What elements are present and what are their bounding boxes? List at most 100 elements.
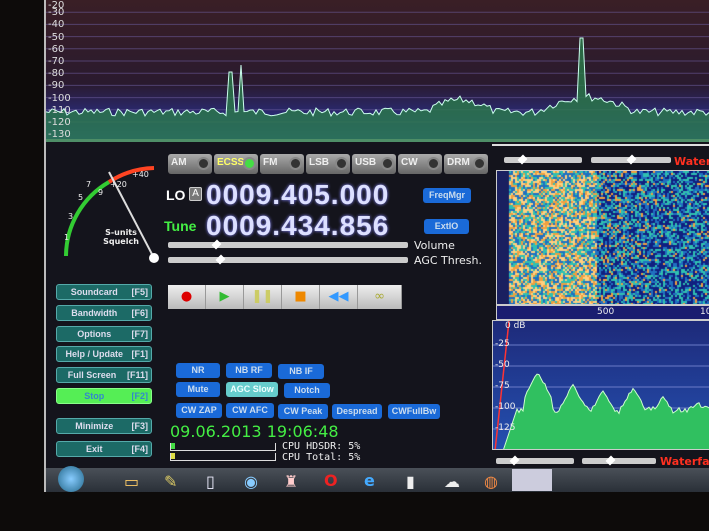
rf-spectrum-trace xyxy=(46,11,709,142)
db-label: -90 xyxy=(48,80,65,92)
volume-slider[interactable] xyxy=(168,239,408,250)
tick-9: 9 xyxy=(98,188,104,197)
loop-icon[interactable]: ∞ xyxy=(358,285,402,309)
dsp-notch-button[interactable]: Notch xyxy=(284,383,330,398)
audio-slider-2[interactable] xyxy=(582,455,656,466)
extio-button[interactable]: ExtIO xyxy=(424,219,469,234)
freqmgr-button[interactable]: FreqMgr xyxy=(423,188,471,203)
mode-led-icon xyxy=(427,157,440,170)
soundcard-button[interactable]: Soundcard [F5] xyxy=(56,284,152,300)
opera-icon[interactable]: O xyxy=(324,471,338,490)
audio-db-label: 0 dB xyxy=(505,321,526,331)
tick-plus20: +20 xyxy=(110,180,127,189)
lo-label: LO xyxy=(166,187,186,203)
db-label: -40 xyxy=(48,19,65,31)
dsp-cw-zap-button[interactable]: CW ZAP xyxy=(176,403,222,418)
waterfall-slider-2[interactable] xyxy=(591,154,671,165)
minimize-button[interactable]: Minimize [F3] xyxy=(56,418,152,434)
dsp-nb-if-button[interactable]: NB IF xyxy=(278,364,324,379)
mode-ecss[interactable]: ECSS xyxy=(214,154,258,174)
waterfall-label-top: Waterfall xyxy=(674,155,709,168)
mode-led-icon xyxy=(243,157,256,170)
transport-bar: ● ▶ ❚❚ ■ ◀◀ ∞ xyxy=(168,285,402,309)
volume-label: Volume xyxy=(414,239,455,252)
db-label: -120 xyxy=(48,117,71,128)
tick-3: 3 xyxy=(68,212,74,221)
scale-1000: 10 xyxy=(700,307,709,317)
tick-5: 5 xyxy=(78,193,84,202)
help-update-button[interactable]: Help / Update [F1] xyxy=(56,346,152,362)
agc-threshold-slider[interactable] xyxy=(168,254,408,265)
frequency-scale: 500 10 xyxy=(496,305,709,320)
s-meter-label: S-units Squelch xyxy=(103,228,139,246)
taskbar: ▭ ✎ ▯ ◉ ♜ O e ▮ ☁ ◍ xyxy=(46,466,709,492)
scale-500: 500 xyxy=(597,307,615,317)
dsp-cw-afc-button[interactable]: CW AFC xyxy=(226,403,274,418)
s-meter xyxy=(64,166,159,263)
mode-drm[interactable]: DRM xyxy=(444,154,488,174)
exit-button[interactable]: Exit [F4] xyxy=(56,441,152,457)
full-screen-button[interactable]: Full Screen [F11] xyxy=(56,367,152,383)
start-button[interactable] xyxy=(58,466,84,492)
dsp-cw-peak-button[interactable]: CW Peak xyxy=(278,404,328,419)
mode-cw[interactable]: CW xyxy=(398,154,442,174)
options-button[interactable]: Options [F7] xyxy=(56,326,152,342)
record-icon[interactable]: ● xyxy=(168,285,206,309)
mode-led-icon xyxy=(197,157,210,170)
cpu-total-bar xyxy=(170,453,276,461)
hdsdr-taskbar-icon[interactable] xyxy=(512,469,552,491)
dsp-despread-button[interactable]: Despread xyxy=(332,404,382,419)
document-icon[interactable]: ▯ xyxy=(206,472,215,491)
rocket-icon[interactable]: ♜ xyxy=(284,472,299,491)
cpu-total: CPU Total: 5% xyxy=(282,452,361,463)
waterfall-label-bottom: Waterfall xyxy=(660,455,709,468)
rf-spectrum[interactable]: -20 -30 -40 -50 -60 -70 -80 -90 -100 -110 -120 -130 xyxy=(46,0,709,142)
mode-led-icon xyxy=(289,157,302,170)
audio-slider-1[interactable] xyxy=(496,455,574,466)
dsp-cwfullbw-button[interactable]: CWFullBw xyxy=(388,404,440,419)
mode-fm[interactable]: FM xyxy=(260,154,304,174)
datetime: 09.06.2013 19:06:48 xyxy=(170,422,339,441)
ie-icon[interactable]: e xyxy=(364,471,375,490)
agc-threshold-label: AGC Thresh. xyxy=(414,254,482,267)
waterfall-display[interactable] xyxy=(496,170,709,305)
audio-db-label: -50 xyxy=(495,360,510,370)
mode-led-icon xyxy=(473,157,486,170)
rewind-icon[interactable]: ◀◀ xyxy=(320,285,358,309)
mode-lsb[interactable]: LSB xyxy=(306,154,350,174)
mode-led-icon xyxy=(335,157,348,170)
play-icon[interactable]: ▶ xyxy=(206,285,244,309)
chrome-icon[interactable]: ◍ xyxy=(484,472,498,491)
bandwidth-button[interactable]: Bandwidth [F6] xyxy=(56,305,152,321)
cpu-hdsdr-bar xyxy=(170,443,276,451)
audio-spectrum[interactable]: 0 dB -25 -50 -75 -100 -125 xyxy=(492,320,709,450)
mode-usb[interactable]: USB xyxy=(352,154,396,174)
tick-plus40: +40 xyxy=(132,170,149,179)
db-label: -130 xyxy=(48,129,71,141)
app-icon[interactable]: ✎ xyxy=(164,472,178,491)
db-label: -60 xyxy=(48,43,65,55)
hdsdr-window: -20 -30 -40 -50 -60 -70 -80 -90 -100 -110 -120 -130… xyxy=(44,0,709,492)
waterfall-slider-1[interactable] xyxy=(504,154,582,165)
db-label: -30 xyxy=(48,7,65,19)
stop-button[interactable]: Stop [F2] xyxy=(56,388,152,404)
tune-frequency[interactable]: 0009.434.856 xyxy=(206,210,390,241)
dsp-nb-rf-button[interactable]: NB RF xyxy=(226,363,272,378)
audio-db-label: -125 xyxy=(495,423,516,433)
mode-am[interactable]: AM xyxy=(168,154,212,174)
lo-frequency[interactable]: 0009.405.000 xyxy=(206,179,390,210)
dsp-mute-button[interactable]: Mute xyxy=(176,382,220,397)
explorer-icon[interactable]: ▭ xyxy=(124,472,140,491)
pause-icon[interactable]: ❚❚ xyxy=(244,285,282,309)
notes-icon[interactable]: ▮ xyxy=(406,472,415,491)
mode-led-icon xyxy=(381,157,394,170)
messenger-icon[interactable]: ◉ xyxy=(244,472,258,491)
cloud-icon[interactable]: ☁ xyxy=(444,472,460,491)
db-label: -50 xyxy=(48,31,65,43)
db-label: -70 xyxy=(48,56,65,67)
audio-db-label: -100 xyxy=(495,402,516,412)
dsp-nr-button[interactable]: NR xyxy=(176,363,220,378)
lo-lock-badge[interactable]: A xyxy=(189,187,202,201)
stop-icon[interactable]: ■ xyxy=(282,285,320,309)
dsp-agc-slow-button[interactable]: AGC Slow xyxy=(226,382,278,397)
